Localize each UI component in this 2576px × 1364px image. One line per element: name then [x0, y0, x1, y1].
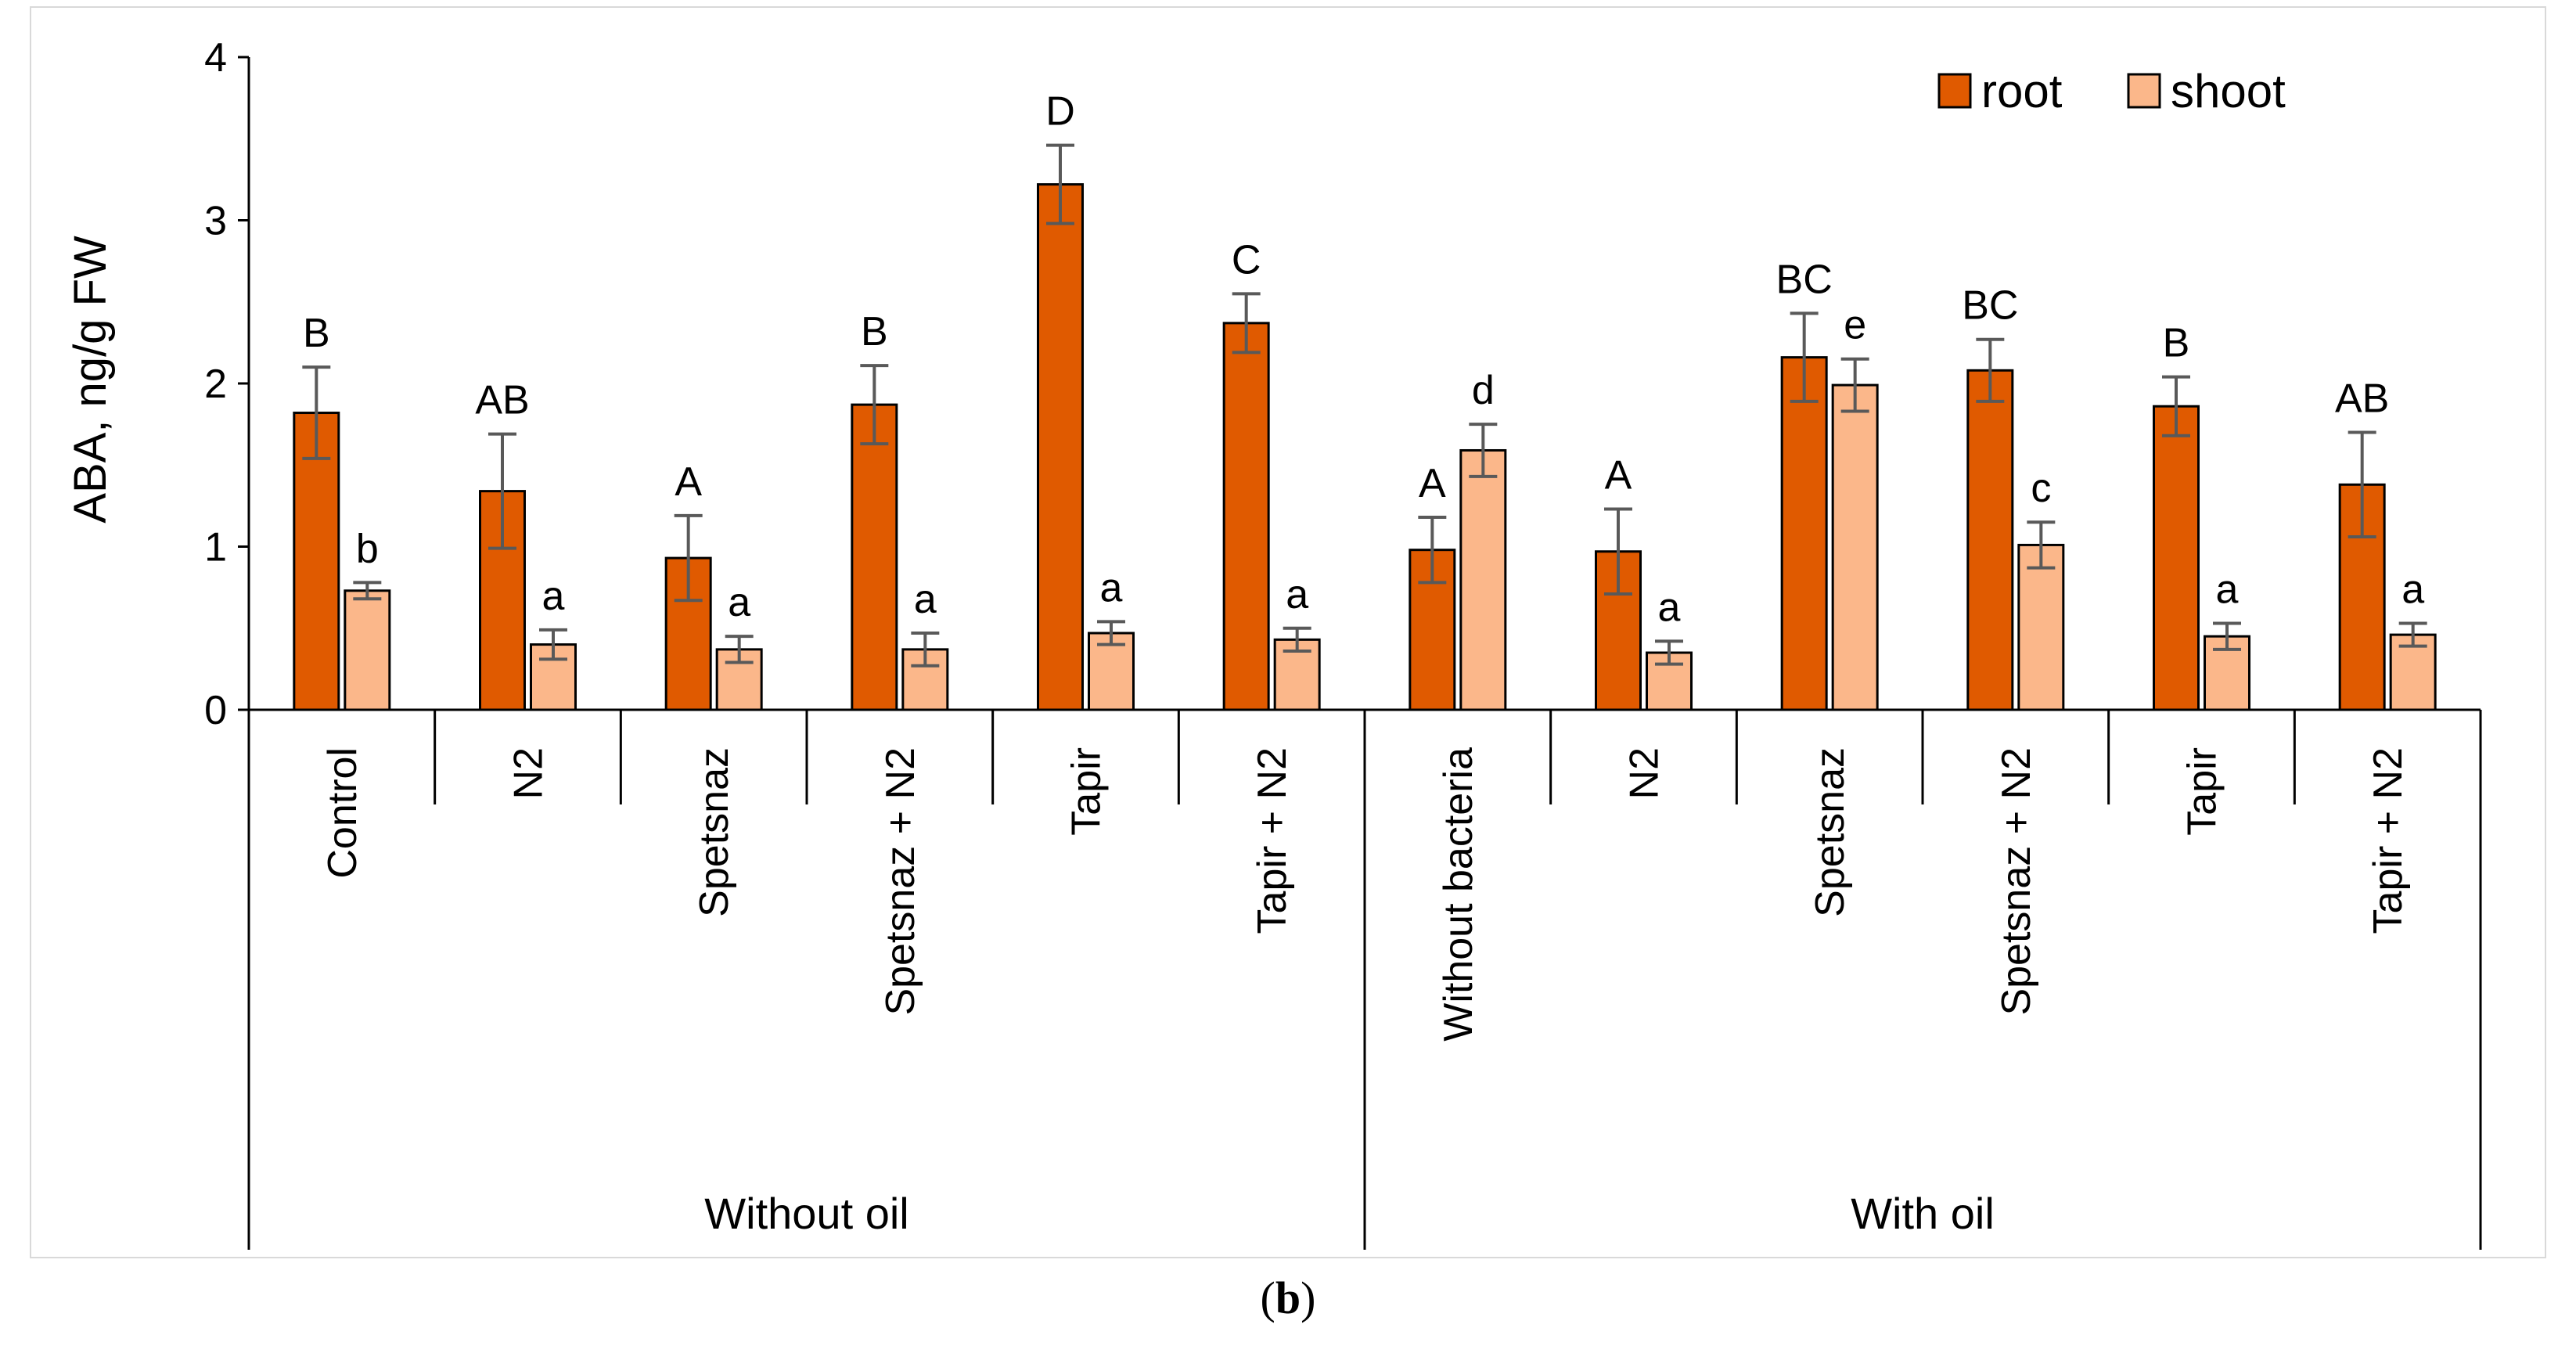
shoot-bar	[344, 589, 391, 711]
category-label: N2	[506, 747, 552, 799]
legend: root shoot	[1937, 65, 2286, 117]
category-label: Tapir	[1064, 747, 1110, 836]
root-bar	[1966, 369, 2014, 711]
axes-layer	[238, 56, 2482, 1250]
root-significance-label: C	[1232, 237, 1261, 283]
chart-frame	[30, 6, 2546, 1258]
root-bar	[851, 403, 898, 711]
category-label: Tapir + N2	[2366, 747, 2411, 934]
shoot-significance-label: a	[1286, 572, 1308, 617]
labels-layer: 01234BbControlABaN2AaSpetsnazBaSpetsnaz …	[204, 35, 2424, 1238]
legend-swatch-root	[1937, 73, 1972, 109]
shoot-significance-label: a	[914, 577, 937, 622]
root-bar	[293, 412, 340, 711]
category-label: Tapir + N2	[1250, 747, 1295, 934]
root-bar	[2153, 405, 2200, 711]
shoot-significance-label: a	[1100, 565, 1123, 610]
group-label: Without oil	[704, 1189, 908, 1238]
root-significance-label: B	[2163, 321, 2190, 366]
y-tick-label: 2	[204, 362, 227, 407]
legend-label-root: root	[1981, 65, 2063, 117]
shoot-bar	[1459, 448, 1507, 711]
shoot-significance-label: a	[2402, 567, 2424, 612]
root-significance-label: AB	[2335, 376, 2389, 422]
category-label: Control	[320, 747, 365, 879]
shoot-significance-label: e	[1844, 303, 1866, 348]
root-significance-label: B	[303, 311, 330, 356]
legend-label-shoot: shoot	[2171, 65, 2286, 117]
root-significance-label: A	[1419, 461, 1446, 506]
root-bar	[1037, 183, 1084, 711]
y-tick-label: 1	[204, 525, 227, 570]
category-label: Spetsnaz	[1808, 747, 1853, 917]
legend-swatch-shoot	[2127, 73, 2161, 109]
category-label: Without bacteria	[1436, 747, 1481, 1042]
y-tick-label: 4	[204, 35, 227, 81]
root-significance-label: BC	[1776, 257, 1833, 302]
y-tick-label: 0	[204, 688, 227, 733]
group-label: With oil	[1851, 1189, 1995, 1238]
caption-letter: b	[1275, 1272, 1301, 1323]
root-significance-label: A	[1605, 453, 1632, 498]
shoot-bar	[1831, 383, 1879, 711]
root-bar	[1780, 356, 1828, 711]
shoot-significance-label: b	[356, 526, 379, 571]
category-label: Spetsnaz + N2	[878, 747, 923, 1016]
y-tick-label: 3	[204, 199, 227, 244]
bars-layer	[293, 143, 2437, 711]
shoot-significance-label: a	[728, 580, 750, 625]
category-label: Spetsnaz + N2	[1994, 747, 2039, 1016]
category-label: Tapir	[2180, 747, 2225, 836]
shoot-significance-label: a	[1658, 585, 1681, 630]
shoot-significance-label: a	[2216, 567, 2239, 612]
shoot-bar	[2017, 543, 2065, 711]
root-significance-label: B	[861, 309, 888, 354]
root-bar	[1222, 322, 1270, 711]
y-axis-title: ABA, ng/g FW	[65, 236, 116, 524]
shoot-significance-label: c	[2031, 466, 2051, 511]
root-significance-label: D	[1045, 89, 1075, 135]
category-label: Spetsnaz	[692, 747, 737, 917]
root-significance-label: AB	[475, 378, 529, 423]
caption-close: )	[1301, 1272, 1316, 1323]
root-significance-label: BC	[1962, 283, 2018, 329]
caption-open: (	[1260, 1272, 1275, 1323]
root-significance-label: A	[675, 459, 702, 505]
category-label: N2	[1622, 747, 1668, 799]
shoot-significance-label: d	[1472, 368, 1495, 413]
shoot-significance-label: a	[542, 574, 565, 619]
figure-caption: (b)	[0, 1272, 2576, 1324]
